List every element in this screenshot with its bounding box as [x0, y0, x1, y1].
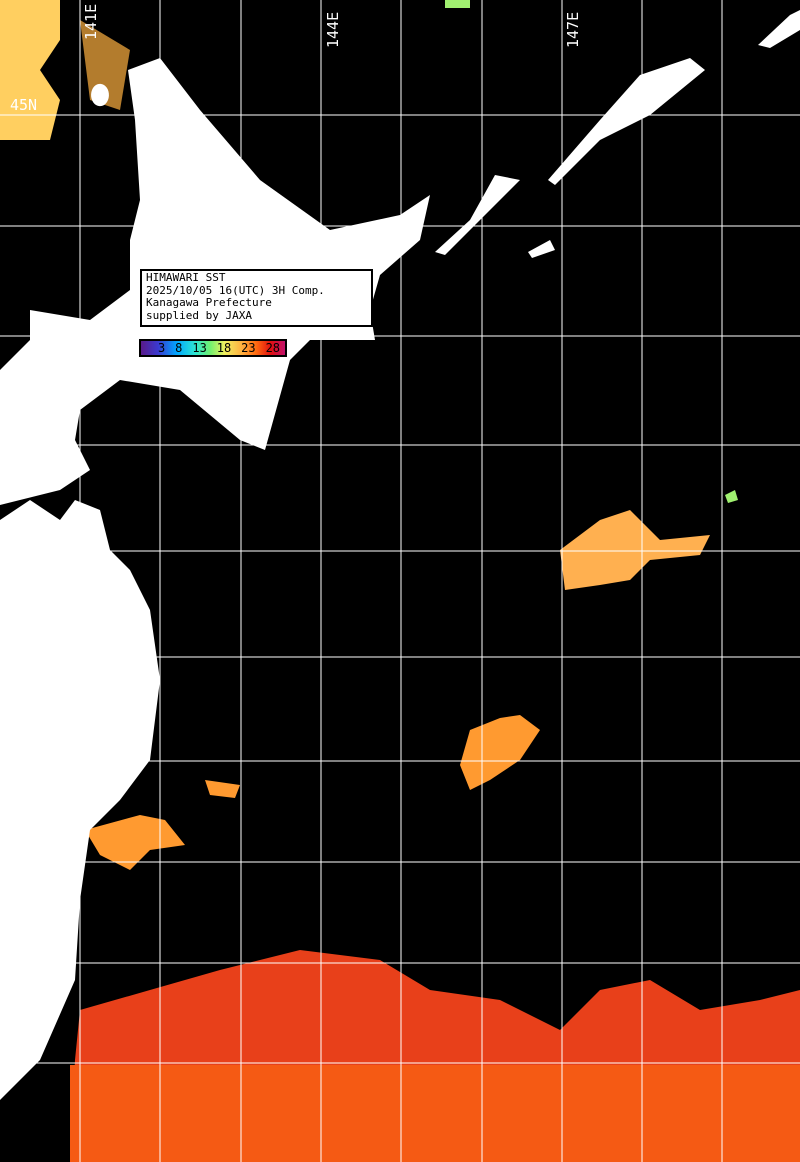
info-source: supplied by JAXA: [146, 308, 252, 322]
sst-patch-northwest: [0, 0, 60, 140]
sst-patch-east: [560, 510, 710, 590]
land-islet: [91, 83, 109, 107]
info-organization: Kanagawa Prefecture: [146, 296, 272, 309]
label-144e: 144E: [324, 11, 342, 48]
scale-tick: 28: [265, 341, 281, 355]
info-datetime: 2025/10/05 16(UTC) 3H Comp.: [146, 283, 325, 297]
land-kuril-3: [528, 240, 555, 258]
scale-tick: 13: [192, 341, 207, 355]
scale-tick: 23: [241, 341, 256, 355]
sst-patch-northwest-scattered: [80, 20, 130, 110]
land-kuril-4: [758, 10, 800, 48]
label-45n: 45N: [10, 96, 38, 114]
sst-patch-mid: [460, 715, 540, 790]
sst-band-south-bright: [70, 1065, 800, 1162]
info-box: HIMAWARI SST 2025/10/05 16(UTC) 3H Comp.…: [140, 269, 373, 327]
scale-tick: 18: [216, 341, 232, 355]
sst-patch-mid-small: [205, 780, 240, 798]
scale-tick: 3: [157, 341, 166, 355]
scale-tick: 8: [175, 341, 183, 355]
color-scale-legend: 3 8 13 18 23 28: [139, 339, 287, 357]
label-141e: 141E: [82, 3, 100, 40]
land-kuril-1: [435, 175, 520, 255]
info-title: HIMAWARI SST: [146, 271, 226, 284]
land-kuril-2: [548, 58, 705, 185]
label-147e: 147E: [564, 11, 582, 48]
